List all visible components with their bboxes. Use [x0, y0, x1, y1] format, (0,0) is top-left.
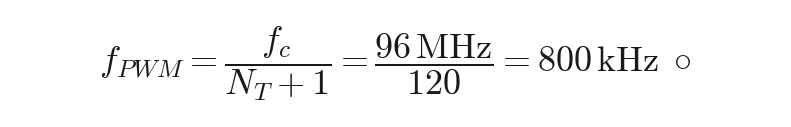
Text: $f_{PWM} = \dfrac{f_c}{N_T + 1} = \dfrac{96\,\mathrm{MHz}}{120} = 800\,\mathrm{k: $f_{PWM} = \dfrac{f_c}{N_T + 1} = \dfrac…: [99, 24, 692, 103]
